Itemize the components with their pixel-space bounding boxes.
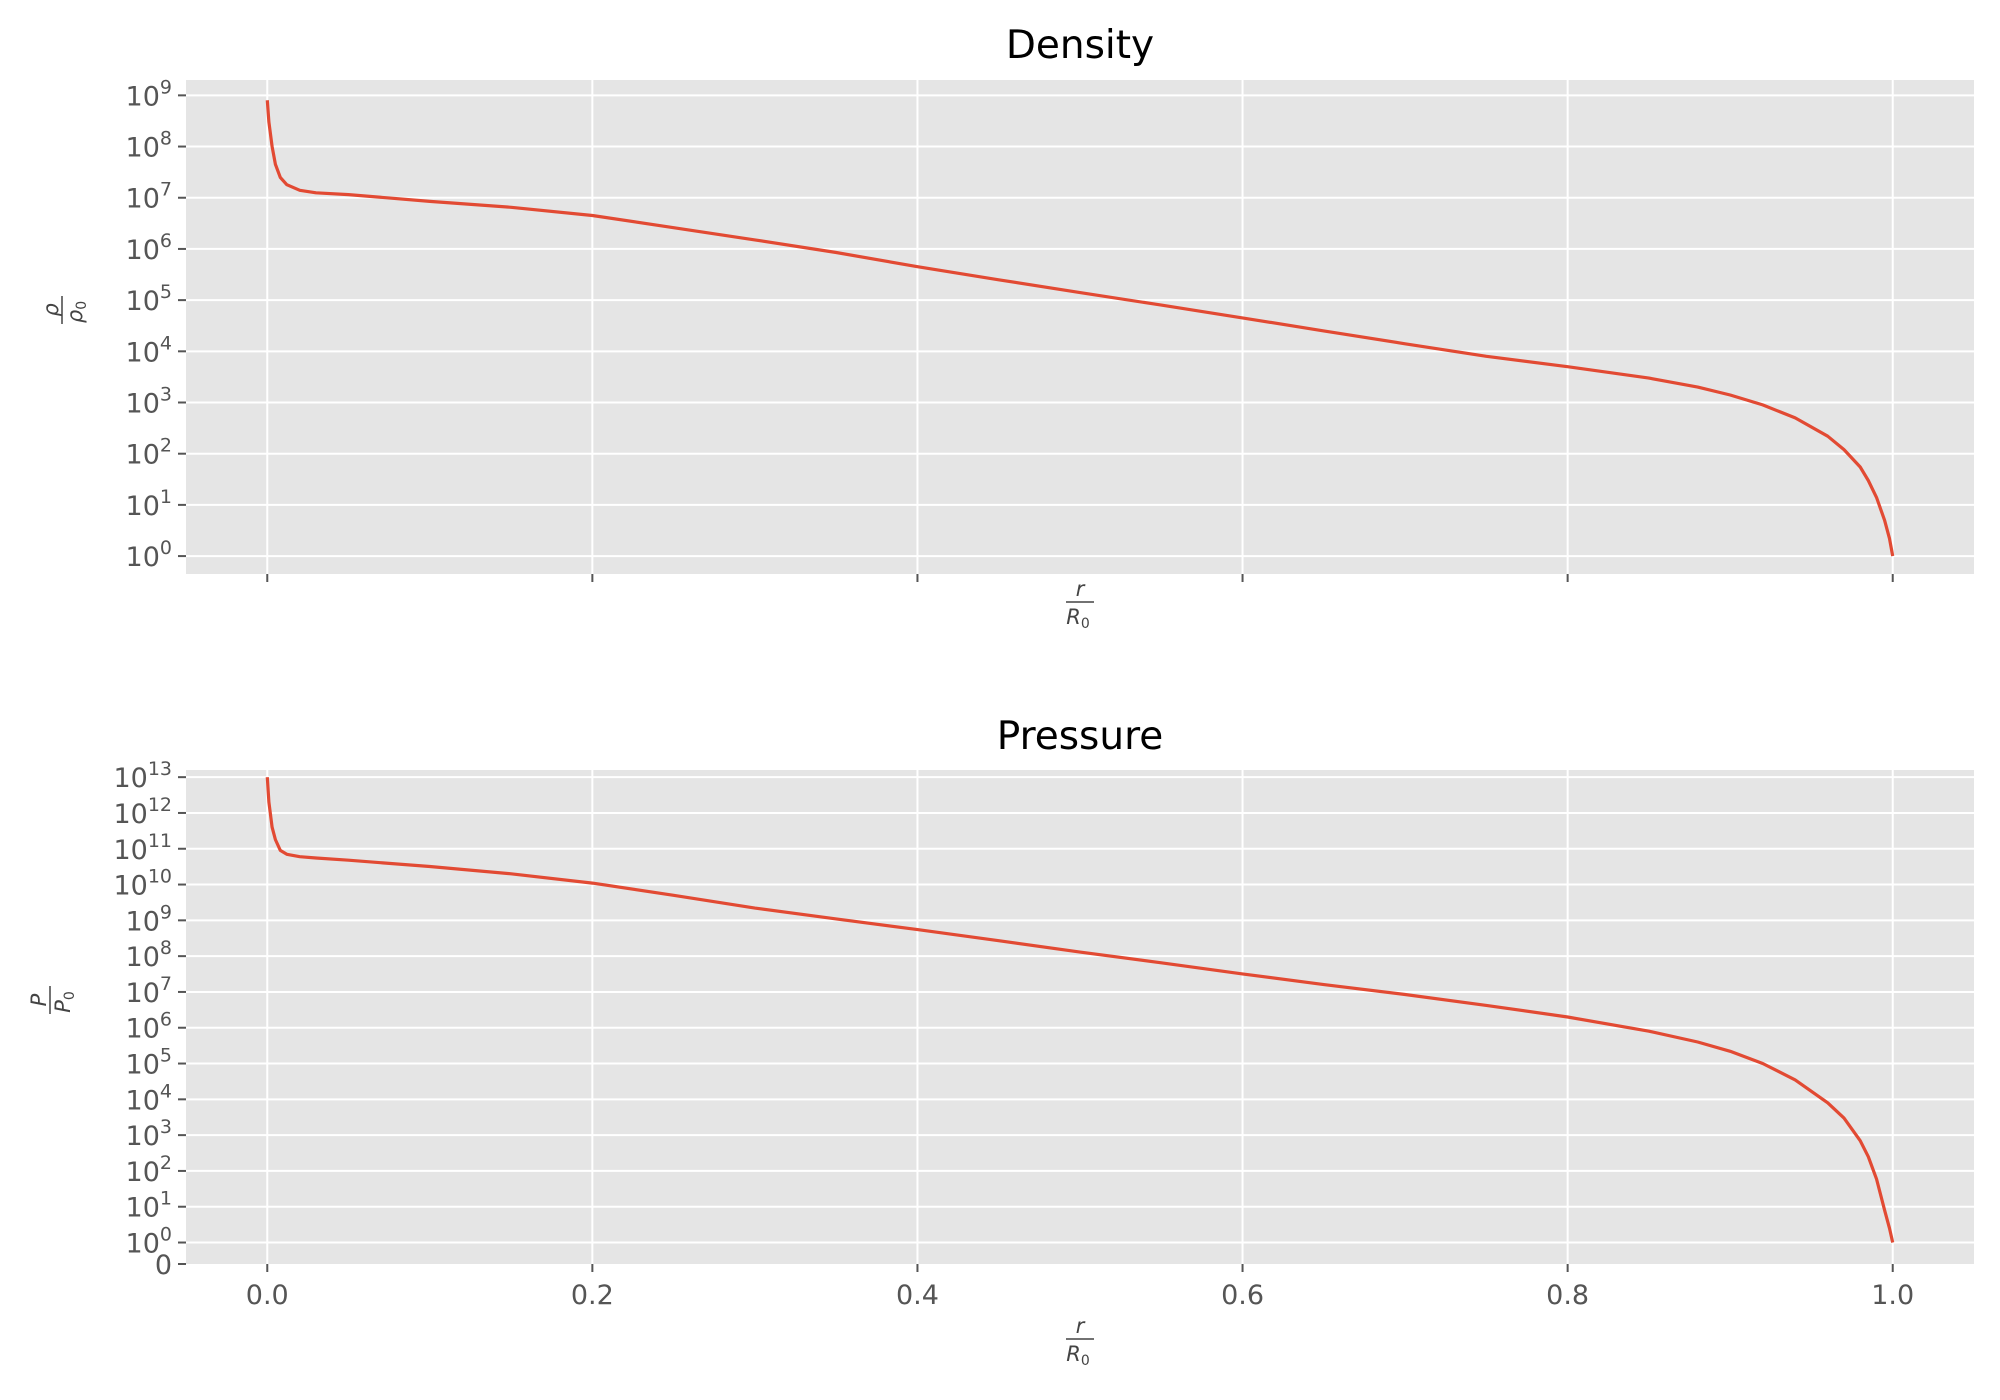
pressure-y-tick-label: 109: [126, 901, 172, 937]
density-y-tick-label: 109: [126, 76, 172, 112]
pressure-y-axis-label: P P0: [27, 986, 78, 1014]
density-y-tick-label: 105: [126, 281, 172, 317]
density-ylabel-den: ρ0: [63, 301, 90, 323]
pressure-x-tick-label: 0.0: [246, 1280, 289, 1311]
pressure-y-tick-label: 106: [126, 1009, 172, 1045]
pressure-y-tick-label: 1010: [113, 866, 172, 902]
pressure-y-tick-label: 107: [126, 973, 172, 1009]
pressure-y-tick-label-zero: 0: [155, 1250, 172, 1281]
pressure-y-tick-label: 101: [126, 1188, 172, 1224]
density-grid: [186, 80, 1974, 574]
pressure-x-tick-label: 0.2: [571, 1280, 614, 1311]
pressure-y-tick-label: 105: [126, 1045, 172, 1081]
pressure-x-tick-label: 0.8: [1546, 1280, 1589, 1311]
pressure-series: [265, 777, 1895, 1243]
pressure-xlabel-den: R0: [1066, 1342, 1090, 1369]
density-series-line: [265, 100, 1895, 557]
pressure-y-tick-label: 103: [126, 1116, 172, 1152]
pressure-y-tick-label: 100: [126, 1224, 172, 1260]
pressure-x-ticks: 0.0 0.2 0.4 0.6 0.8 1.0: [246, 1264, 1914, 1311]
density-xlabel-num: r: [1076, 577, 1086, 601]
pressure-grid: [186, 770, 1974, 1264]
pressure-plot-area: [186, 770, 1974, 1264]
pressure-y-tick-label: 1013: [113, 758, 172, 794]
pressure-x-tick-label: 1.0: [1871, 1280, 1914, 1311]
density-y-tick-label: 104: [126, 332, 172, 368]
density-y-axis-label: ρ ρ0: [39, 296, 90, 324]
pressure-y-tick-label: 1011: [113, 830, 172, 866]
pressure-xlabel-num: r: [1076, 1314, 1086, 1338]
density-xlabel-den: R0: [1066, 605, 1090, 632]
density-y-tick-label: 100: [126, 537, 172, 573]
pressure-ylabel-den: P0: [51, 991, 78, 1013]
density-y-tick-label: 106: [126, 230, 172, 266]
density-y-tick-label: 103: [126, 384, 172, 420]
pressure-title: Pressure: [997, 714, 1164, 759]
pressure-y-ticks: 1001011021031041051061071081091010101110…: [113, 758, 186, 1281]
pressure-ylabel-num: P: [27, 993, 51, 1006]
density-subplot: Density 100 101 102 103 104 105 106 107 108 109 ρ…: [39, 23, 1974, 632]
pressure-y-tick-label: 1012: [113, 794, 172, 830]
density-plot-area: [186, 80, 1974, 574]
pressure-series-line: [265, 777, 1895, 1243]
density-y-tick-label: 108: [126, 128, 172, 164]
pressure-y-tick-label: 104: [126, 1080, 172, 1116]
pressure-x-tick-label: 0.6: [1221, 1280, 1264, 1311]
density-y-tick-label: 107: [126, 179, 172, 215]
pressure-y-tick-label: 102: [126, 1152, 172, 1188]
pressure-y-tick-label: 108: [126, 937, 172, 973]
density-y-ticks: 100 101 102 103 104 105 106 107 108 109: [126, 76, 186, 573]
density-title: Density: [1006, 23, 1154, 68]
pressure-x-tick-label: 0.4: [896, 1280, 939, 1311]
density-y-tick-label: 101: [126, 486, 172, 522]
pressure-x-axis-label: r R0: [1066, 1314, 1094, 1369]
density-x-ticks: [266, 574, 1894, 582]
pressure-subplot: Pressure 1001011021031041051061071081091…: [27, 714, 1974, 1369]
density-x-axis-label: r R0: [1066, 577, 1094, 632]
density-ylabel-num: ρ: [39, 303, 63, 317]
density-y-tick-label: 102: [126, 435, 172, 471]
density-series: [265, 100, 1895, 557]
